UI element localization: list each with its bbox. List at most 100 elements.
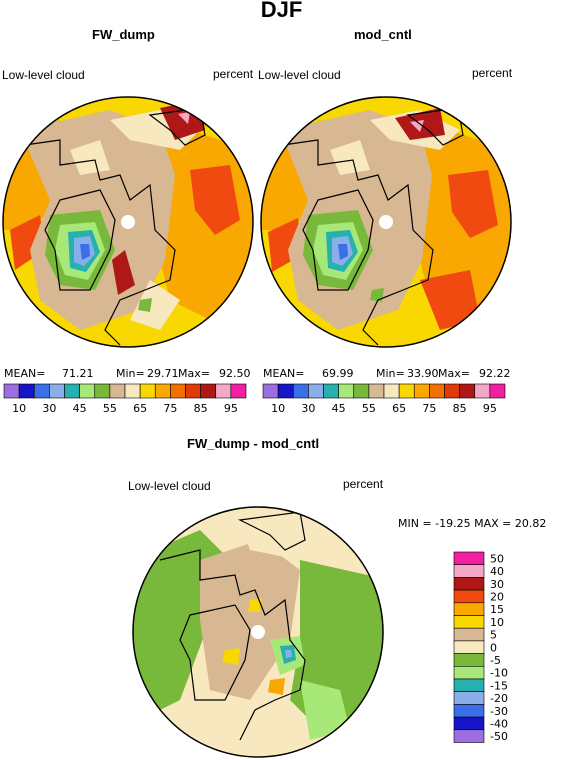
panel3-map-border xyxy=(132,506,384,758)
panel3-variable-label: Low-level cloud xyxy=(128,479,211,493)
colorbar-swatch xyxy=(292,383,309,399)
colorbar-tick-label: 30 xyxy=(301,402,315,415)
colorbar-swatch xyxy=(185,383,201,399)
colorbar-swatch xyxy=(413,383,430,399)
colorbar-swatch xyxy=(453,678,485,692)
colorbar-swatch xyxy=(453,716,485,731)
colorbar-swatch xyxy=(277,383,294,399)
panel3-map xyxy=(133,507,383,757)
colorbar-swatch xyxy=(368,383,385,399)
colorbar-swatch xyxy=(139,383,156,399)
colorbar-tick-label: 65 xyxy=(392,402,406,415)
region-blue xyxy=(338,244,348,260)
panel-title-fw-dump: FW_dump xyxy=(92,27,155,42)
colorbar-swatch xyxy=(79,383,96,399)
colorbar-swatch xyxy=(453,691,485,705)
panel2-variable-label: Low-level cloud xyxy=(258,68,341,82)
panel1-max-label: Max= xyxy=(178,367,210,380)
colorbar-swatch xyxy=(453,640,485,654)
panel1-map xyxy=(3,97,253,347)
colorbar-swatch xyxy=(453,564,485,578)
panel1-map-border xyxy=(2,96,254,348)
region-red xyxy=(10,215,45,270)
colorbar-swatch xyxy=(459,383,476,399)
colorbar-swatch xyxy=(453,602,485,616)
colorbar-tick-label: -40 xyxy=(490,717,508,730)
coastline xyxy=(159,511,306,741)
colorbar-tick-label: 65 xyxy=(133,402,147,415)
panel3-stats: MIN = -19.25 MAX = 20.82 xyxy=(398,517,547,530)
colorbar-swatch xyxy=(453,704,485,718)
colorbar-swatch xyxy=(308,383,324,399)
colorbar-swatch xyxy=(453,589,485,604)
region-lightblue xyxy=(285,650,292,658)
colorbar-swatch xyxy=(453,665,485,680)
panel1-units-label: percent xyxy=(213,67,254,81)
panel1-mean-label: MEAN= xyxy=(4,367,46,380)
panel1-mean-value: 71.21 xyxy=(62,367,94,380)
colorbar-tick-label: -20 xyxy=(490,692,508,705)
colorbar-swatch xyxy=(474,383,491,399)
colorbar-tick-label: -15 xyxy=(490,679,508,692)
region-blue xyxy=(80,244,90,260)
colorbar-swatch xyxy=(453,627,485,642)
panel1-colorbar: 10 30 45 55 65 75 85 95 xyxy=(3,383,247,415)
region-cream xyxy=(130,280,180,330)
colorbar-swatch xyxy=(323,383,339,399)
colorbar-tick-label: 75 xyxy=(163,402,177,415)
panel1-min-label: Min= xyxy=(116,367,145,380)
colorbar-swatch xyxy=(453,729,485,743)
colorbar-swatch xyxy=(453,615,485,629)
colorbar-swatch xyxy=(453,551,485,565)
colorbar-swatch xyxy=(200,383,217,399)
colorbar-swatch xyxy=(453,577,485,591)
colorbar-tick-label: -30 xyxy=(490,705,508,718)
panel-title-difference: FW_dump - mod_cntl xyxy=(187,436,320,451)
colorbar-tick-label: 55 xyxy=(103,402,117,415)
colorbar-tick-label: 10 xyxy=(490,616,504,629)
region-red xyxy=(448,170,498,238)
panel2-max-label: Max= xyxy=(438,367,470,380)
region-cream xyxy=(240,510,330,560)
colorbar-swatch xyxy=(170,383,186,399)
colorbar-swatch xyxy=(398,383,415,399)
panel1-variable-label: Low-level cloud xyxy=(2,68,85,82)
colorbar-tick-label: 45 xyxy=(332,402,346,415)
colorbar-tick-label: 95 xyxy=(224,402,238,415)
panel2-max-value: 92.22 xyxy=(479,367,511,380)
panel2-mean-label: MEAN= xyxy=(263,367,305,380)
colorbar-swatch xyxy=(33,383,50,399)
region-pink xyxy=(410,120,424,132)
colorbar-tick-label: 40 xyxy=(490,565,504,578)
panel1-min-value: 29.71 xyxy=(147,367,179,380)
panel2-units-label: percent xyxy=(472,66,513,80)
colorbar-tick-label: 10 xyxy=(271,402,285,415)
pole-marker xyxy=(379,215,393,229)
colorbar-tick-label: 45 xyxy=(73,402,87,415)
figure-title: DJF xyxy=(260,0,303,22)
panel2-min-label: Min= xyxy=(376,367,405,380)
colorbar-swatch xyxy=(489,383,506,399)
colorbar-tick-label: 55 xyxy=(362,402,376,415)
region-cream xyxy=(330,140,370,175)
colorbar-swatch xyxy=(154,383,171,399)
colorbar-tick-label: 0 xyxy=(490,641,497,654)
colorbar-swatch xyxy=(124,383,141,399)
colorbar-swatch xyxy=(453,653,485,667)
colorbar-tick-label: 85 xyxy=(453,402,467,415)
colorbar-swatch xyxy=(109,383,126,399)
colorbar-swatch xyxy=(94,383,111,399)
colorbar-swatch xyxy=(18,383,35,399)
panel2-colorbar: 10 30 45 55 65 75 85 95 xyxy=(262,383,506,415)
region-yellow xyxy=(222,648,240,665)
pole-marker xyxy=(121,215,135,229)
colorbar-swatch xyxy=(230,383,247,399)
colorbar-swatch xyxy=(3,383,20,399)
colorbar-tick-label: 30 xyxy=(490,578,504,591)
colorbar-swatch xyxy=(338,383,355,399)
pole-marker xyxy=(251,625,265,639)
colorbar-swatch xyxy=(353,383,370,399)
colorbar-tick-label: 20 xyxy=(490,590,504,603)
